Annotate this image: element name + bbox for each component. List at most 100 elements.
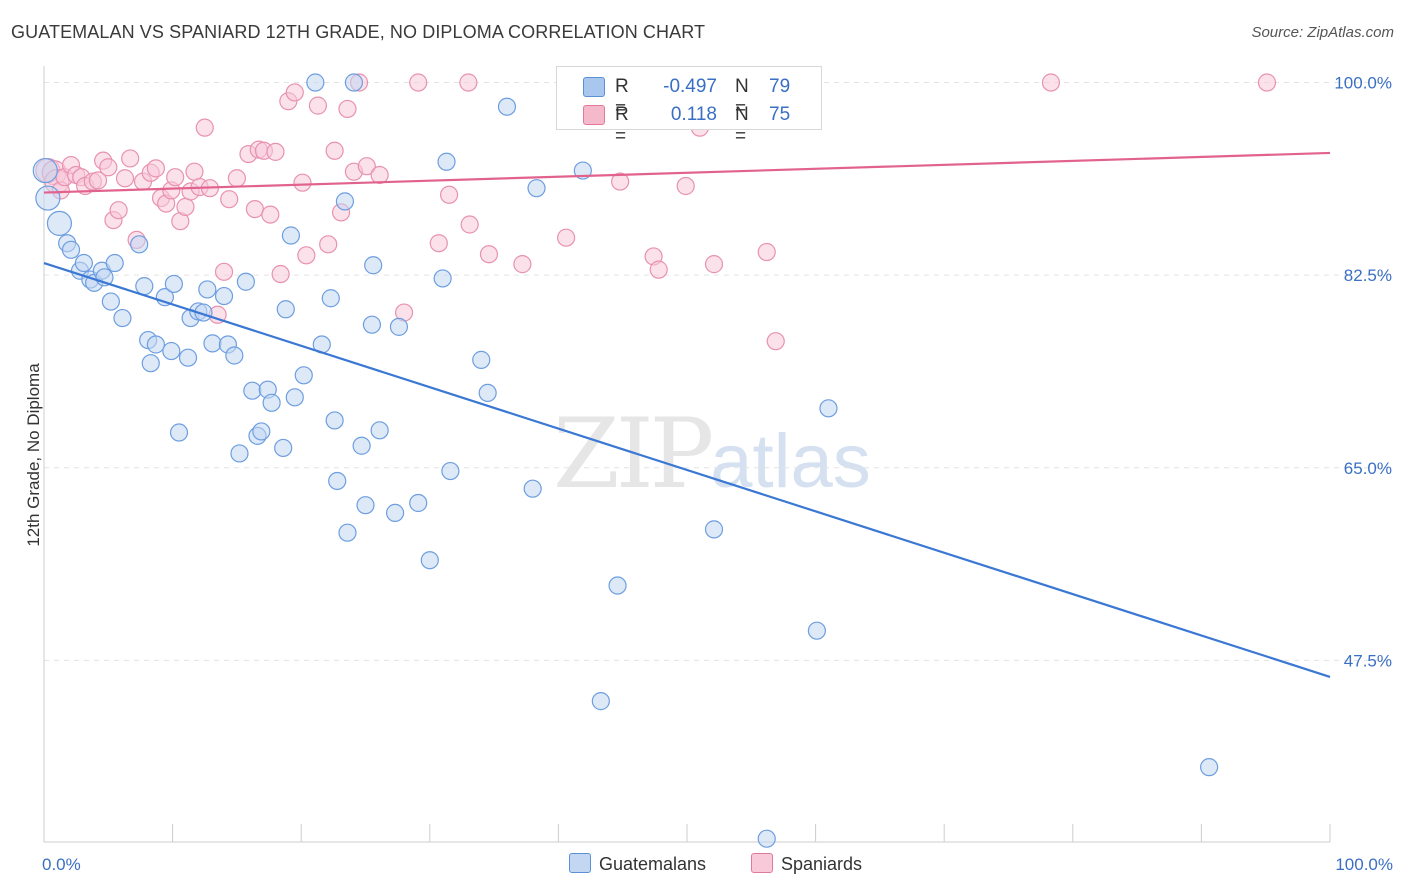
guatemalan-point xyxy=(214,286,234,306)
guatemalan-point xyxy=(523,479,542,498)
spaniard-point xyxy=(704,255,724,274)
bottom-legend-label: Guatemalans xyxy=(599,854,707,874)
spaniard-point xyxy=(479,245,499,264)
guatemalan-point xyxy=(135,277,154,296)
spaniard-point xyxy=(409,73,428,92)
guatemalan-point xyxy=(591,692,610,711)
spaniard-point xyxy=(649,260,668,279)
spaniard-point xyxy=(245,199,265,219)
x-tick-label: 100.0% xyxy=(1335,855,1393,874)
guatemalan-point xyxy=(113,308,132,328)
source-credit: Source: ZipAtlas.com xyxy=(1251,24,1394,41)
guatemalan-point xyxy=(335,192,355,211)
guatemalan-point xyxy=(198,280,217,299)
guatemalan-point xyxy=(225,346,244,365)
guatemalan-point xyxy=(74,253,93,273)
guatemalan-point xyxy=(236,272,256,291)
guatemalan-point xyxy=(497,97,517,116)
guatemalan-point xyxy=(321,289,340,308)
y-axis-title: 12th Grade, No Diploma xyxy=(24,363,43,547)
guatemalan-point xyxy=(704,520,724,539)
n-label: N = xyxy=(735,76,749,119)
guatemalan-point xyxy=(130,235,149,254)
guatemalan-point xyxy=(362,315,382,334)
guatemalan-point xyxy=(433,269,452,288)
guatemalan-point xyxy=(32,157,58,184)
guatemalan-point xyxy=(262,393,281,412)
n-value: 75 xyxy=(769,104,791,125)
guatemalans-points xyxy=(32,73,1219,848)
guatemalan-point xyxy=(105,253,124,273)
trend-lines xyxy=(43,151,1331,678)
bottom-legend-guatemalans: Guatemalans xyxy=(569,853,706,875)
guatemalan-point xyxy=(819,399,838,418)
spaniard-point xyxy=(297,246,316,265)
spaniard-point xyxy=(195,118,214,137)
guatemalan-point xyxy=(364,256,383,275)
watermark-zip: ZIP xyxy=(553,398,714,510)
guatemalan-point xyxy=(294,366,313,385)
spaniard-point xyxy=(271,264,290,284)
r-label: R = xyxy=(615,76,629,119)
n-label: N = xyxy=(735,104,749,147)
spaniard-point xyxy=(121,149,140,168)
spaniard-point xyxy=(146,159,165,178)
spaniard-point xyxy=(185,162,204,181)
guatemalan-point xyxy=(807,621,826,640)
spaniard-point xyxy=(99,158,118,177)
spaniard-point xyxy=(757,242,776,262)
spaniard-point xyxy=(227,169,246,188)
guatemalan-point xyxy=(101,292,120,311)
guatemalan-point xyxy=(356,496,375,515)
guatemalan-point xyxy=(35,185,61,211)
spaniard-point xyxy=(109,201,128,220)
spaniard-point xyxy=(611,172,630,191)
y-tick-label: 100.0% xyxy=(1334,74,1392,93)
guatemalan-point xyxy=(608,576,627,595)
guatemalan-point xyxy=(338,523,357,542)
spaniard-point xyxy=(766,332,785,351)
guatemalan-point xyxy=(141,354,160,373)
spaniard-point xyxy=(676,176,695,196)
spaniard-point xyxy=(293,173,312,192)
guatemalan-point xyxy=(370,421,389,440)
spaniard-point xyxy=(429,234,448,253)
y-tick-label: 82.5% xyxy=(1344,266,1392,285)
guatemalan-point xyxy=(328,471,347,491)
guatemalan-point xyxy=(409,493,428,513)
guatemalan-point xyxy=(178,348,198,367)
guatemalan-point xyxy=(420,551,439,570)
x-tick-label: 0.0% xyxy=(42,855,81,874)
r-value: -0.497 xyxy=(663,76,717,97)
n-value: 79 xyxy=(769,76,791,97)
spaniard-point xyxy=(308,96,328,115)
spaniard-point xyxy=(285,83,304,102)
spaniard-point xyxy=(266,142,285,161)
gridlines xyxy=(44,82,1392,661)
spaniard-point xyxy=(88,171,108,190)
y-tick-label: 47.5% xyxy=(1344,651,1392,670)
guatemalan-point xyxy=(164,274,183,294)
guatemalan-point xyxy=(203,334,222,353)
guatemalan-point xyxy=(230,444,249,463)
legend-swatch-blue xyxy=(583,77,605,97)
guatemalan-point xyxy=(325,411,344,430)
spaniard-point xyxy=(319,235,338,254)
guatemalan-point xyxy=(252,422,271,441)
stats-legend: R = -0.497 N = 79 R = 0.118 N = 75 xyxy=(556,66,822,147)
guatemalan-point xyxy=(352,436,371,455)
bottom-swatch-blue xyxy=(569,853,591,873)
spaniard-point xyxy=(261,205,280,224)
spaniard-point xyxy=(370,165,389,185)
trend-line-spaniards xyxy=(43,151,1331,194)
spaniard-point xyxy=(513,255,532,274)
guatemalan-point xyxy=(527,179,546,198)
guatemalan-point xyxy=(1200,758,1219,777)
tick-labels: 100.0% 82.5% 65.0% 47.5% 0.0% 100.0% 12th Grad… xyxy=(24,74,1393,874)
spaniard-point xyxy=(460,215,479,234)
spaniard-point xyxy=(325,141,344,160)
spaniard-point xyxy=(220,190,239,209)
guatemalan-point xyxy=(306,73,325,92)
bottom-swatch-pink xyxy=(751,853,773,873)
r-label: R = xyxy=(615,104,629,147)
